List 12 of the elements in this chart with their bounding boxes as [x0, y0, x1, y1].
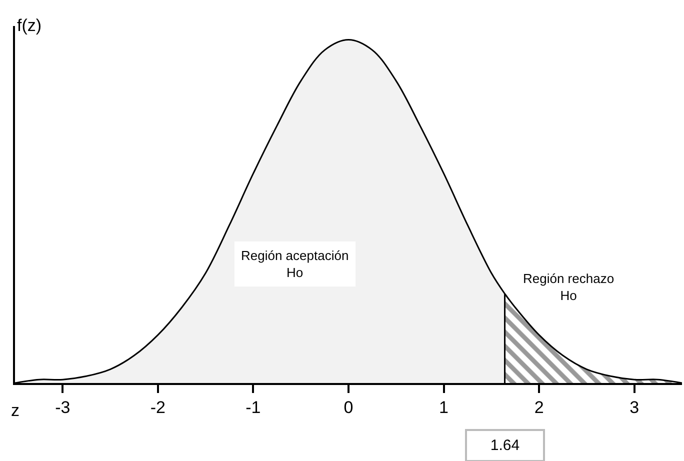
x-tick-label: 2: [534, 398, 544, 418]
annotation: Región aceptación Ho: [241, 248, 349, 280]
x-tick-label: 0: [344, 398, 354, 418]
ref-line-label: 1.64: [490, 437, 520, 454]
x-tick-label: 1: [439, 398, 449, 418]
x-tick-label: -3: [55, 398, 70, 418]
x-axis-title: z: [11, 401, 20, 420]
x-tick-label: -1: [246, 398, 261, 418]
annotation: Región rechazo Ho: [523, 271, 614, 303]
y-axis-title: f(z): [17, 16, 42, 35]
x-tick-label: -2: [150, 398, 166, 418]
x-tick-label: 3: [630, 398, 640, 418]
